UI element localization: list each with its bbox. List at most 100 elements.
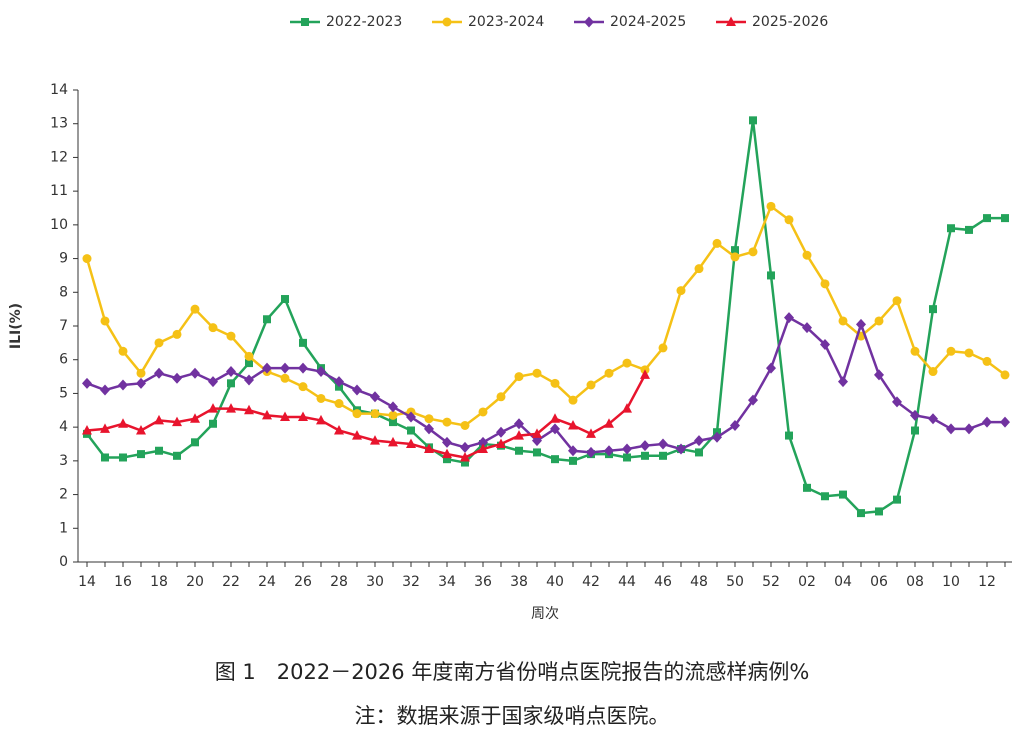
data-point bbox=[928, 413, 938, 425]
data-point bbox=[460, 451, 470, 462]
data-point bbox=[155, 446, 163, 455]
data-point bbox=[820, 279, 830, 289]
data-point bbox=[676, 286, 686, 296]
y-tick-label: 12 bbox=[50, 149, 68, 165]
data-point bbox=[694, 435, 704, 447]
data-point bbox=[604, 418, 614, 428]
data-point bbox=[388, 410, 398, 420]
data-point bbox=[983, 214, 991, 223]
data-point bbox=[406, 411, 416, 423]
data-point bbox=[191, 438, 199, 447]
data-point bbox=[280, 362, 290, 374]
data-point bbox=[245, 359, 253, 368]
data-point bbox=[173, 451, 181, 460]
data-point bbox=[406, 438, 416, 448]
data-point bbox=[622, 358, 632, 368]
data-point bbox=[568, 419, 578, 430]
x-tick-label: 32 bbox=[402, 574, 420, 590]
data-point bbox=[244, 404, 254, 415]
data-point bbox=[298, 362, 308, 374]
data-point bbox=[118, 346, 128, 356]
data-point bbox=[748, 394, 758, 406]
data-point bbox=[316, 366, 326, 378]
data-point bbox=[766, 201, 776, 211]
data-point bbox=[424, 423, 434, 435]
caption-title: 图 1 2022－2026 年度南方省份哨点医院报告的流感样病例% bbox=[214, 660, 810, 684]
data-point bbox=[82, 377, 92, 389]
x-tick-label: 16 bbox=[114, 574, 132, 590]
x-tick-label: 42 bbox=[582, 574, 600, 590]
data-point bbox=[263, 315, 271, 324]
data-point bbox=[658, 438, 668, 450]
data-point bbox=[910, 409, 920, 421]
data-point bbox=[694, 264, 704, 274]
data-point bbox=[478, 443, 488, 454]
data-point bbox=[136, 368, 146, 378]
data-point bbox=[281, 295, 289, 304]
data-point bbox=[154, 367, 164, 379]
x-tick-label: 48 bbox=[690, 574, 708, 590]
x-tick-label: 30 bbox=[366, 574, 384, 590]
data-point bbox=[461, 458, 469, 467]
data-point bbox=[190, 367, 200, 379]
data-point bbox=[730, 419, 740, 431]
data-point bbox=[299, 338, 307, 347]
y-tick-label: 5 bbox=[59, 385, 68, 401]
data-point bbox=[622, 403, 632, 413]
data-point bbox=[118, 379, 128, 391]
data-point bbox=[1001, 214, 1009, 223]
data-point bbox=[407, 426, 415, 435]
data-point bbox=[352, 430, 362, 440]
data-point bbox=[136, 377, 146, 389]
data-point bbox=[82, 254, 92, 264]
data-point bbox=[424, 414, 434, 424]
data-point bbox=[551, 455, 559, 464]
data-point bbox=[100, 316, 110, 326]
data-point bbox=[874, 369, 884, 381]
data-point bbox=[514, 418, 524, 430]
series-line bbox=[86, 374, 647, 459]
data-point bbox=[802, 250, 812, 260]
data-point bbox=[892, 396, 902, 408]
data-point bbox=[964, 348, 974, 358]
data-point bbox=[227, 379, 235, 388]
x-tick-label: 36 bbox=[474, 574, 492, 590]
data-point bbox=[226, 331, 236, 341]
data-point bbox=[965, 225, 973, 234]
y-tick-label: 13 bbox=[50, 116, 68, 132]
data-point bbox=[838, 316, 848, 326]
y-tick-label: 10 bbox=[50, 217, 68, 233]
data-point bbox=[514, 372, 524, 382]
data-point bbox=[460, 441, 470, 453]
data-point bbox=[712, 431, 722, 443]
data-point bbox=[460, 420, 470, 430]
y-tick-label: 1 bbox=[59, 520, 68, 536]
data-point bbox=[946, 346, 956, 356]
data-point bbox=[623, 453, 631, 462]
data-point bbox=[298, 382, 308, 392]
data-point bbox=[352, 384, 362, 396]
data-point bbox=[785, 431, 793, 440]
y-tick-label: 2 bbox=[59, 487, 68, 503]
data-point bbox=[334, 376, 344, 388]
data-point bbox=[496, 426, 506, 438]
data-point bbox=[334, 425, 344, 435]
data-point bbox=[802, 322, 812, 334]
data-point bbox=[82, 425, 92, 435]
data-point bbox=[190, 413, 200, 423]
data-point bbox=[442, 448, 452, 459]
data-point bbox=[136, 425, 146, 435]
y-axis-title: ILI(%) bbox=[8, 303, 24, 349]
data-point bbox=[911, 426, 919, 435]
legend-label: 2024-2025 bbox=[610, 14, 686, 30]
y-tick-label: 9 bbox=[59, 251, 68, 267]
x-tick-label: 28 bbox=[330, 574, 348, 590]
series-line bbox=[85, 204, 1006, 427]
series-line bbox=[86, 120, 1005, 515]
data-point bbox=[280, 373, 290, 383]
x-tick-label: 18 bbox=[150, 574, 168, 590]
x-tick-label: 04 bbox=[834, 574, 852, 590]
legend-marker bbox=[301, 18, 309, 26]
data-point bbox=[550, 423, 560, 435]
data-point bbox=[262, 362, 272, 374]
